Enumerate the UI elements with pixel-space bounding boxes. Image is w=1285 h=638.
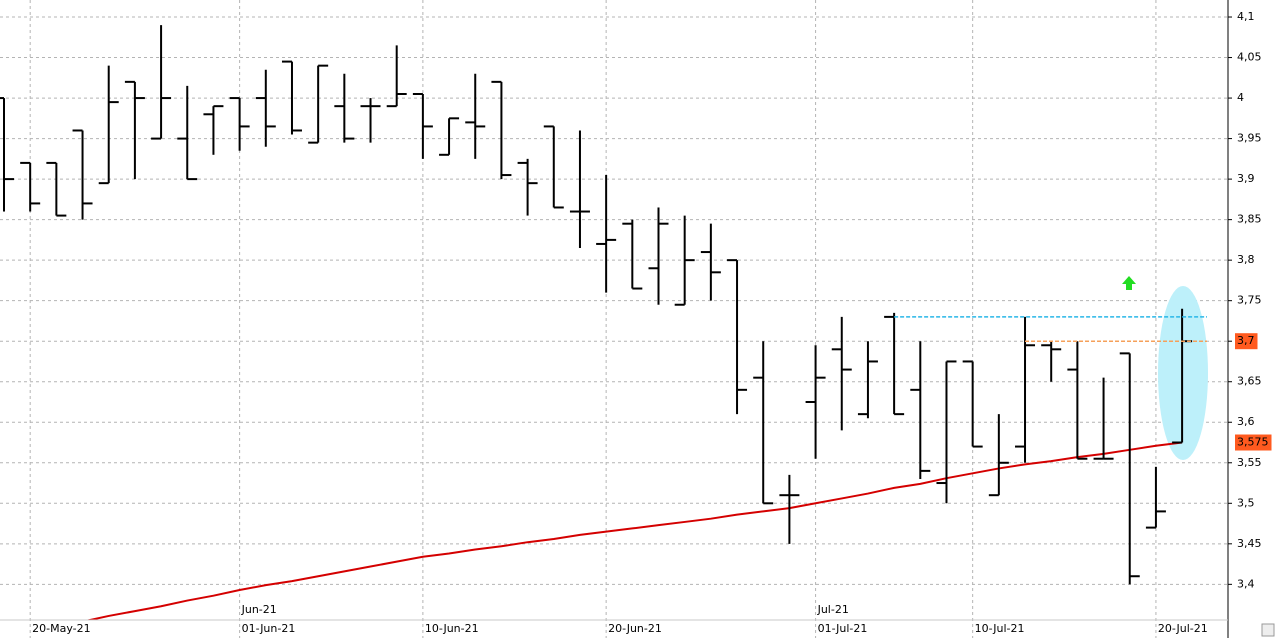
month-label: Jul-21 (817, 603, 849, 616)
x-tick-label: 01-Jun-21 (242, 622, 296, 635)
plot-area (0, 25, 1193, 620)
y-tick-label: 3,5 (1237, 496, 1255, 509)
y-tick-label: 3,45 (1237, 537, 1262, 550)
y-tick-label: 3,8 (1237, 253, 1255, 266)
price-label: 3,7 (1237, 334, 1255, 347)
x-tick-label: 10-Jun-21 (425, 622, 479, 635)
y-tick-label: 3,65 (1237, 375, 1262, 388)
x-tick-label: 20-Jul-21 (1158, 622, 1208, 635)
corner-icon[interactable] (1261, 623, 1275, 637)
y-tick-label: 3,6 (1237, 415, 1255, 428)
y-tick-label: 3,55 (1237, 456, 1262, 469)
axes: 3,4 3,45 3,5 3,55 3,6 3,65 3,7 3,75 3,8 3,85 3,9 3,… (32, 10, 1272, 635)
price-label-box (1235, 434, 1272, 451)
up-arrow (1122, 276, 1136, 290)
y-tick-label: 3,85 (1237, 213, 1262, 226)
y-tick-label: 4 (1237, 91, 1244, 104)
x-tick-label: 10-Jul-21 (975, 622, 1025, 635)
x-tick-label: 01-Jul-21 (818, 622, 868, 635)
x-tick-label: 20-May-21 (32, 622, 90, 635)
y-tick-label: 4,05 (1237, 51, 1262, 64)
y-tick-label: 3,95 (1237, 132, 1262, 145)
y-tick-label: 3,9 (1237, 172, 1255, 185)
moving-average (85, 441, 1183, 620)
price-label-box (1235, 333, 1258, 350)
x-tick-label: 20-Jun-21 (608, 622, 662, 635)
y-tick-label: 4,1 (1237, 10, 1255, 23)
month-label: Jun-21 (241, 603, 277, 616)
grid (0, 0, 1228, 638)
y-tick-label: 3,4 (1237, 577, 1255, 590)
price-label: 3,575 (1237, 436, 1269, 449)
y-tick-label: 3,75 (1237, 294, 1262, 307)
